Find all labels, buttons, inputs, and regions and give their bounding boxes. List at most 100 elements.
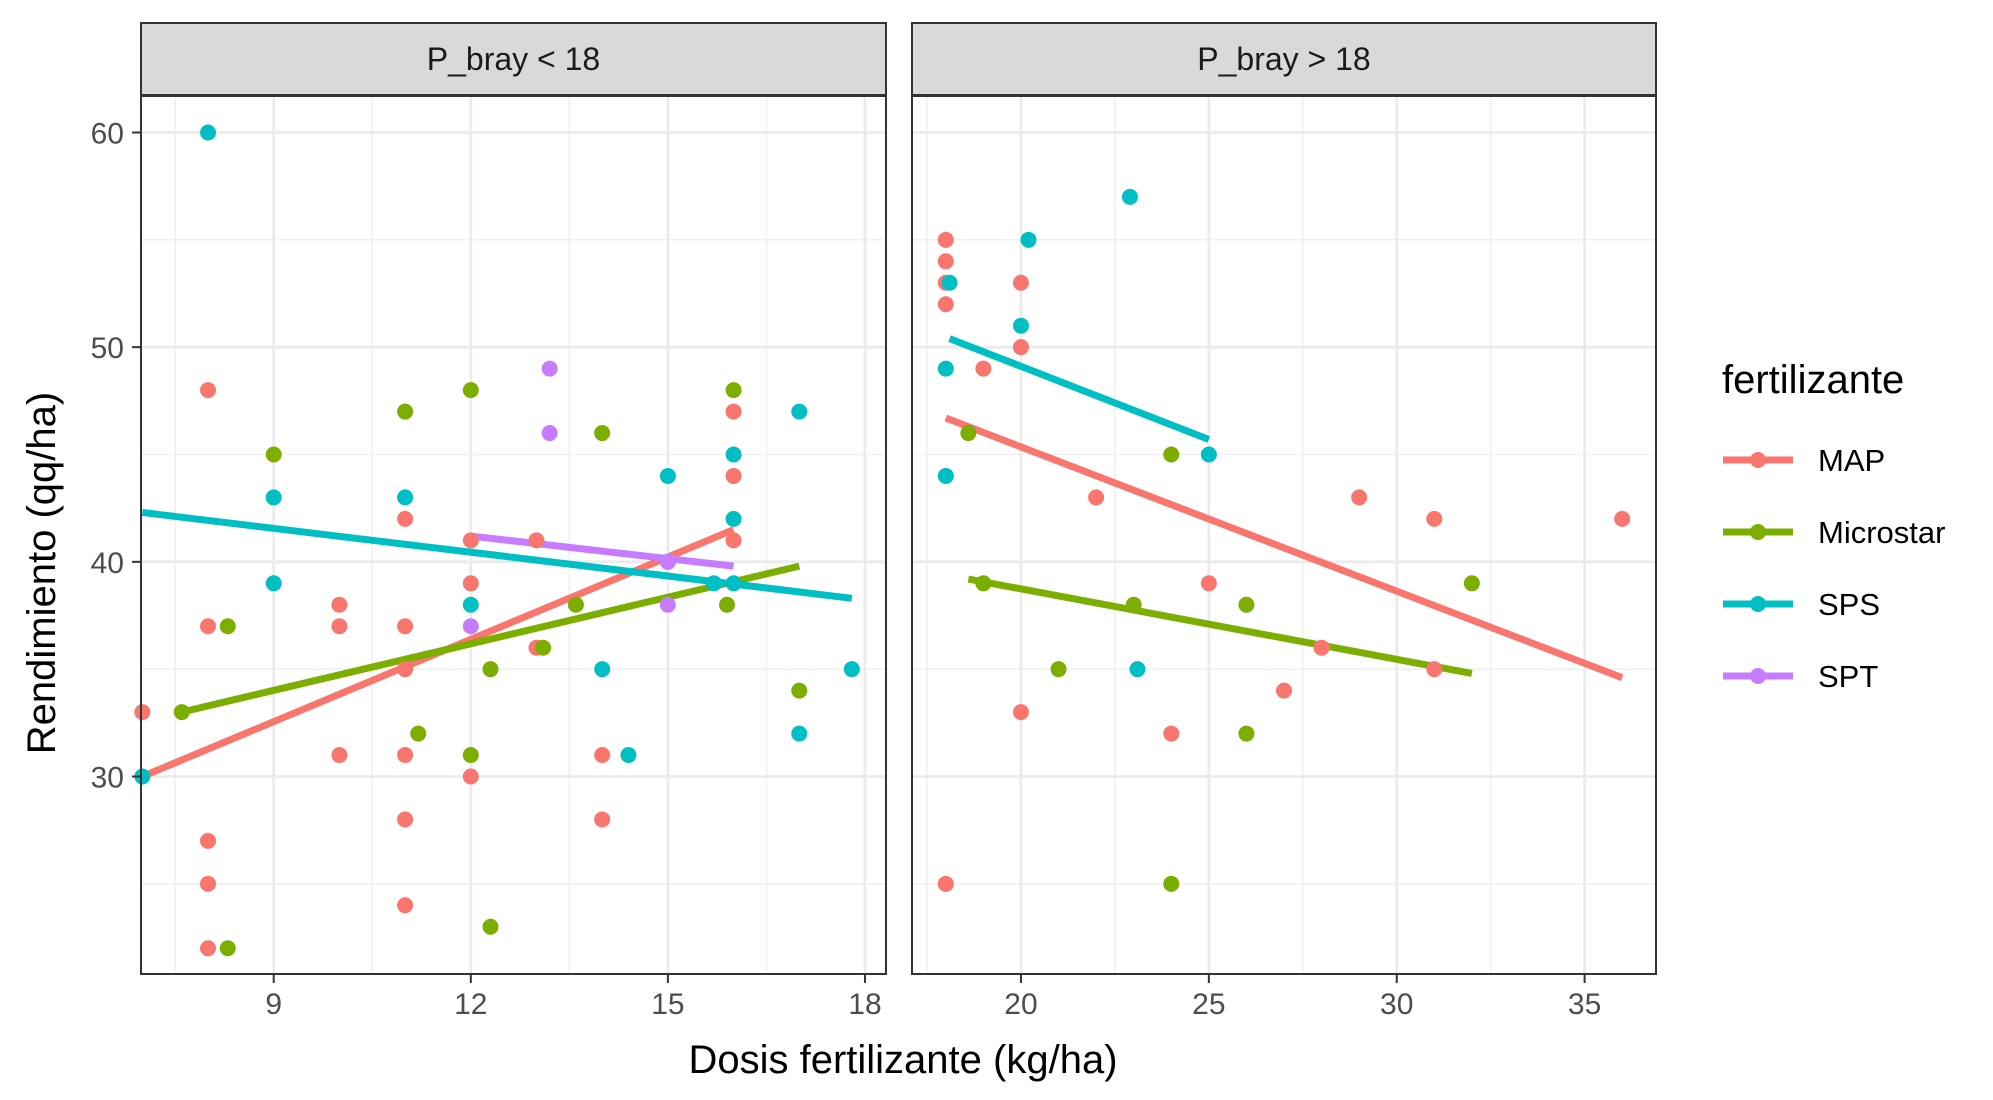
point-map	[331, 747, 348, 764]
panel-background	[912, 96, 1656, 974]
point-map	[397, 811, 414, 828]
point-map	[134, 704, 151, 721]
point-map	[462, 532, 479, 549]
legend-label: Microstar	[1818, 515, 1945, 550]
point-sps	[1121, 188, 1138, 205]
point-sps	[134, 768, 151, 785]
point-microstar	[567, 596, 584, 613]
point-map	[1276, 682, 1292, 699]
panel-background	[141, 96, 886, 974]
point-microstar	[1163, 875, 1180, 892]
point-map	[725, 467, 742, 484]
point-microstar	[265, 446, 282, 463]
point-map	[1163, 725, 1180, 742]
legend: fertilizante MAP Microstar SPS SPT	[1722, 358, 1945, 694]
point-microstar	[1238, 596, 1255, 613]
point-microstar	[1238, 725, 1255, 742]
point-microstar	[219, 618, 236, 635]
point-microstar	[482, 918, 499, 935]
point-sps	[462, 596, 479, 613]
point-microstar	[410, 725, 427, 742]
fit-line-microstar	[180, 562, 801, 716]
strip-label: P_bray < 18	[427, 41, 600, 77]
point-map	[937, 253, 954, 270]
point-sps	[659, 467, 676, 484]
point-microstar	[725, 382, 742, 399]
point-map	[1426, 510, 1443, 527]
point-map	[1012, 274, 1029, 291]
point-sps	[620, 747, 637, 764]
point-microstar	[791, 682, 808, 699]
point-map	[1426, 661, 1443, 678]
point-sps	[791, 725, 808, 742]
point-sps	[725, 575, 742, 592]
point-microstar	[1163, 446, 1180, 463]
legend-label: SPS	[1818, 587, 1880, 622]
strip-label: P_bray > 18	[1197, 41, 1370, 77]
point-map	[462, 768, 479, 785]
point-microstar	[173, 704, 190, 721]
facet-panels: P_bray < 18 9 12 15 18 30 40 50 60 P_bray > 18 20 2…	[91, 22, 1657, 1021]
point-microstar	[1463, 575, 1480, 592]
point-spt	[541, 360, 558, 377]
point-spt	[659, 553, 676, 570]
point-sps	[200, 124, 217, 141]
point-map	[397, 897, 414, 914]
point-map	[462, 575, 479, 592]
x-tick-label: 25	[1192, 988, 1225, 1021]
point-sps	[1020, 231, 1037, 248]
point-sps	[397, 489, 414, 506]
point-map	[1012, 339, 1029, 356]
y-tick-label: 60	[91, 117, 124, 150]
point-microstar	[1050, 661, 1067, 678]
point-map	[975, 360, 992, 377]
point-sps	[265, 489, 282, 506]
point-sps	[265, 575, 282, 592]
legend-label: SPT	[1818, 659, 1878, 694]
point-microstar	[482, 661, 499, 678]
fit-line-spt	[470, 532, 734, 570]
point-spt	[462, 618, 479, 635]
point-map	[594, 747, 611, 764]
legend-title: fertilizante	[1722, 358, 1904, 402]
legend-key-microstar: Microstar	[1723, 515, 1945, 550]
point-microstar	[462, 382, 479, 399]
point-sps	[725, 446, 742, 463]
y-tick-label: 40	[91, 547, 124, 580]
legend-key-sps: SPS	[1723, 587, 1880, 622]
point-map	[1351, 489, 1368, 506]
point-map	[200, 382, 217, 399]
point-microstar	[960, 425, 977, 442]
point-microstar	[719, 596, 736, 613]
point-map	[937, 875, 954, 892]
legend-point	[1750, 668, 1766, 684]
point-sps	[941, 274, 958, 291]
point-map	[397, 661, 414, 678]
point-spt	[541, 425, 558, 442]
x-tick-label: 30	[1380, 988, 1413, 1021]
legend-keys: MAP Microstar SPS SPT	[1723, 443, 1945, 694]
point-map	[937, 296, 954, 313]
legend-point	[1750, 524, 1766, 540]
fit-line-sps	[948, 335, 1211, 443]
point-map	[200, 875, 217, 892]
point-microstar	[462, 747, 479, 764]
point-map	[200, 940, 217, 957]
point-sps	[843, 661, 860, 678]
point-microstar	[219, 940, 236, 957]
fit-line-microstar	[967, 575, 1473, 677]
point-map	[397, 618, 414, 635]
point-map	[1200, 575, 1217, 592]
y-axis-title: Rendimiento (qq/ha)	[20, 392, 64, 754]
point-sps	[725, 510, 742, 527]
y-tick-label: 30	[91, 762, 124, 795]
point-map	[725, 403, 742, 420]
point-map	[1012, 704, 1029, 721]
point-sps	[594, 661, 611, 678]
point-map	[725, 532, 742, 549]
fit-line-map	[944, 414, 1624, 682]
point-sps	[1129, 661, 1146, 678]
strip-background	[140, 22, 887, 96]
point-map	[397, 510, 414, 527]
